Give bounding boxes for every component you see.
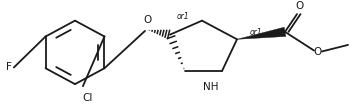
Text: O: O bbox=[296, 1, 304, 11]
Text: O: O bbox=[144, 15, 152, 25]
Text: O: O bbox=[314, 47, 322, 57]
Text: NH: NH bbox=[203, 82, 219, 92]
Text: Cl: Cl bbox=[83, 93, 93, 103]
Polygon shape bbox=[237, 27, 286, 39]
Text: F: F bbox=[6, 62, 12, 72]
Text: or1: or1 bbox=[177, 12, 190, 21]
Text: or1: or1 bbox=[250, 28, 262, 37]
